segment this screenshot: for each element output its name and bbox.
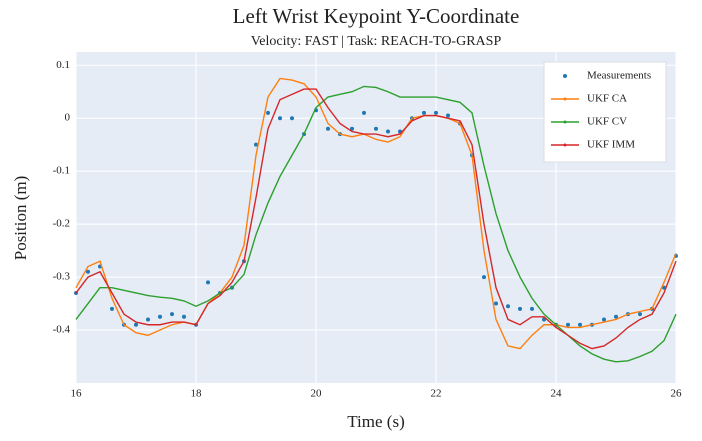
measurement-point — [350, 126, 354, 131]
measurement-point — [602, 317, 606, 322]
chart-title: Left Wrist Keypoint Y-Coordinate — [233, 4, 520, 28]
x-tick-label: 26 — [671, 388, 683, 400]
measurement-point — [362, 110, 366, 115]
measurement-point — [494, 301, 498, 306]
measurement-point — [326, 126, 330, 131]
measurement-point — [566, 322, 570, 327]
measurement-point — [386, 129, 390, 134]
measurement-point — [146, 317, 150, 322]
measurement-point — [614, 314, 618, 319]
legend-marker — [563, 74, 567, 78]
y-tick-label: -0.4 — [53, 324, 71, 336]
measurement-point — [158, 314, 162, 319]
legend-label: UKF CA — [587, 93, 627, 105]
chart-subtitle: Velocity: FAST | Task: REACH-TO-GRASP — [251, 34, 502, 49]
measurement-point — [86, 269, 90, 274]
measurement-point — [530, 306, 534, 311]
measurement-point — [638, 312, 642, 317]
measurement-point — [506, 304, 510, 309]
measurement-point — [434, 110, 438, 115]
measurement-point — [578, 322, 582, 327]
series-line — [75, 85, 677, 363]
measurement-point — [254, 142, 258, 147]
y-tick-label: -0.2 — [53, 218, 70, 230]
legend-label: UKF CV — [587, 116, 627, 128]
measurement-point — [278, 116, 282, 121]
measurement-point — [446, 113, 450, 118]
legend-marker — [563, 143, 567, 147]
legend-marker — [563, 97, 567, 101]
series-line — [75, 88, 677, 350]
x-tick-label: 22 — [431, 388, 442, 400]
measurement-point — [170, 312, 174, 317]
measurement-point — [482, 275, 486, 280]
series-line — [75, 77, 677, 350]
measurement-point — [206, 280, 210, 285]
x-axis-label: Time (s) — [347, 412, 404, 431]
measurement-point — [290, 116, 294, 121]
legend-marker — [563, 120, 567, 124]
y-tick-label: 0 — [65, 112, 71, 124]
measurement-point — [518, 306, 522, 311]
measurement-point — [134, 322, 138, 327]
x-tick-label: 24 — [551, 388, 563, 400]
y-tick-label: -0.3 — [53, 271, 71, 283]
legend-label: UKF IMM — [587, 139, 635, 151]
y-tick-label: -0.1 — [53, 165, 70, 177]
y-tick-label: 0.1 — [56, 59, 70, 71]
measurement-point — [374, 126, 378, 131]
measurement-point — [266, 110, 270, 115]
x-tick-label: 20 — [311, 388, 323, 400]
legend-label: Measurements — [587, 70, 651, 82]
y-axis-label: Position (m) — [11, 176, 30, 261]
x-tick-label: 18 — [191, 388, 203, 400]
measurement-point — [182, 314, 186, 319]
x-tick-label: 16 — [71, 388, 83, 400]
measurement-point — [110, 306, 114, 311]
measurement-point — [422, 110, 426, 115]
